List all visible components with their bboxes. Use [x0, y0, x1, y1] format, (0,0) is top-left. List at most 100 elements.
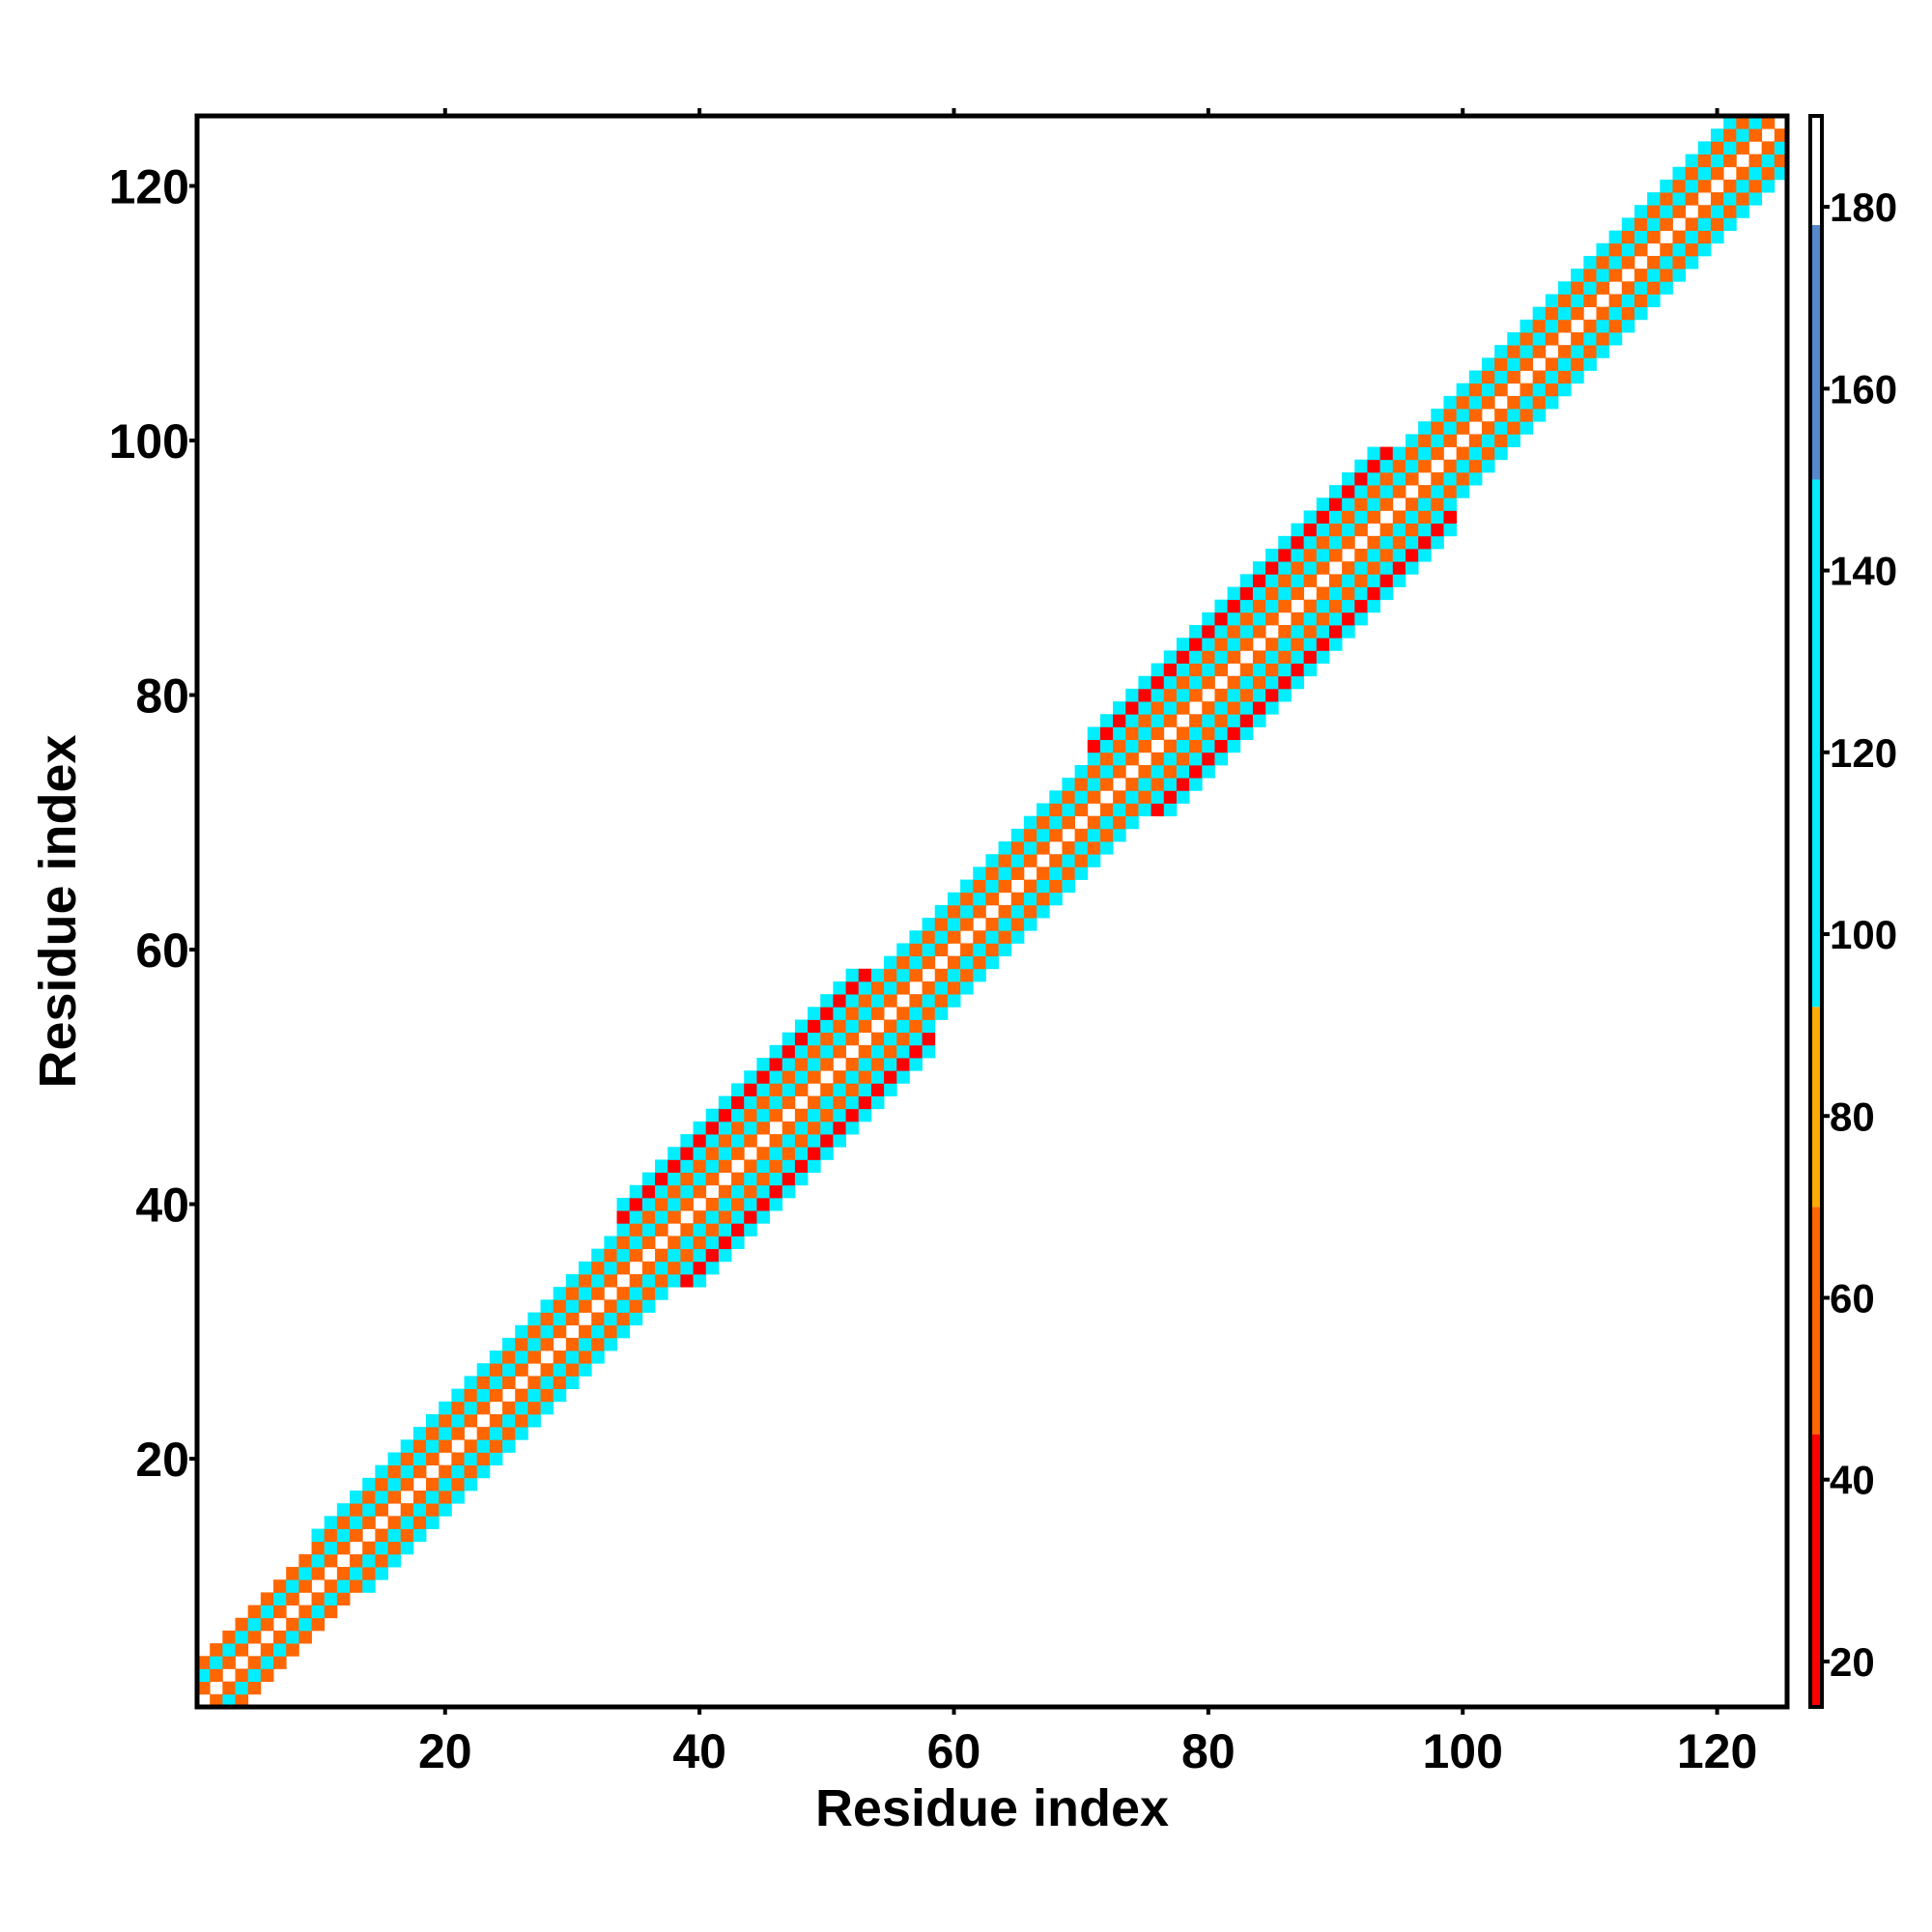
heatmap-cell [1367, 510, 1381, 525]
heatmap-cell [1468, 409, 1483, 422]
heatmap-cell [705, 1134, 720, 1148]
heatmap-cell [693, 1184, 707, 1199]
heatmap-cell [1151, 803, 1165, 817]
heatmap-cell [718, 1134, 732, 1148]
heatmap-cell [1748, 192, 1763, 206]
heatmap-cell [1710, 141, 1724, 155]
heatmap-cell [934, 980, 949, 995]
heatmap-cell [870, 980, 885, 995]
heatmap-cell [1710, 166, 1724, 181]
heatmap-cell [1660, 242, 1673, 257]
heatmap-cell [794, 1070, 809, 1084]
heatmap-cell [1532, 331, 1547, 346]
heatmap-cell [1214, 701, 1229, 715]
heatmap-cell [870, 1044, 885, 1059]
heatmap-cell [973, 879, 986, 894]
heatmap-cell [960, 955, 974, 970]
heatmap-cell [1520, 331, 1534, 346]
heatmap-cell [1431, 471, 1444, 486]
heatmap-cell [1138, 803, 1151, 817]
heatmap-cell [1621, 255, 1635, 270]
heatmap-cell [756, 1083, 770, 1096]
heatmap-cell [781, 1159, 796, 1173]
heatmap-cell [1418, 459, 1432, 473]
heatmap-cell [616, 1287, 631, 1300]
heatmap-cell [1151, 790, 1165, 804]
heatmap-cell [1239, 625, 1254, 639]
heatmap-cell [1456, 409, 1470, 422]
heatmap-cell [1303, 663, 1318, 677]
heatmap-cell [286, 1579, 299, 1593]
colorbar-tick-label: 120 [1830, 730, 1897, 776]
x-tick-label: 40 [672, 1724, 726, 1778]
heatmap-cell [744, 1083, 757, 1096]
heatmap-cell [1291, 574, 1305, 587]
heatmap-cell [1443, 497, 1458, 511]
heatmap-cell [1379, 459, 1394, 473]
heatmap-cell [1647, 294, 1661, 308]
heatmap-cell [1163, 675, 1178, 690]
heatmap-cell [311, 1567, 326, 1580]
heatmap-cell [1316, 638, 1330, 651]
heatmap-cell [1062, 815, 1075, 830]
heatmap-cell [1545, 395, 1559, 410]
heatmap-cell [1354, 586, 1368, 601]
heatmap-cell [412, 1491, 427, 1504]
heatmap-cell [1328, 485, 1343, 498]
heatmap-cell [1367, 485, 1381, 498]
heatmap-cell [820, 1019, 834, 1034]
heatmap-cell [1151, 663, 1165, 677]
heatmap-cell [1468, 446, 1483, 461]
heatmap-cell [210, 1668, 223, 1683]
heatmap-cell [540, 1312, 554, 1326]
heatmap-cell [718, 1095, 732, 1110]
heatmap-cell [1647, 269, 1661, 282]
heatmap-cell [1049, 828, 1063, 842]
heatmap-cell [870, 1070, 885, 1084]
heatmap-cell [1125, 688, 1139, 702]
heatmap-cell [273, 1592, 287, 1605]
heatmap-cell [324, 1579, 338, 1593]
heatmap-cell [718, 1197, 732, 1211]
heatmap-cell [668, 1274, 681, 1288]
heatmap-cell [845, 1007, 860, 1020]
heatmap-cell [858, 1058, 872, 1071]
heatmap-cell [845, 980, 860, 995]
heatmap-cell [1342, 523, 1355, 537]
heatmap-cell [1113, 790, 1126, 804]
heatmap-cell [565, 1363, 580, 1377]
heatmap-cell [1252, 714, 1266, 727]
heatmap-cell [1163, 688, 1178, 702]
heatmap-cell [985, 854, 999, 867]
heatmap-cell [412, 1503, 427, 1517]
heatmap-cell [744, 1134, 757, 1148]
heatmap-cell [324, 1592, 338, 1605]
heatmap-cell [1507, 421, 1520, 435]
heatmap-cell [1596, 319, 1610, 333]
heatmap-cell [1189, 739, 1203, 753]
heatmap-cell [1634, 242, 1648, 257]
heatmap-cell [756, 1070, 770, 1084]
heatmap-cell [553, 1299, 567, 1313]
heatmap-cell [1023, 841, 1037, 855]
heatmap-cell [1520, 409, 1534, 422]
heatmap-cell [1367, 446, 1381, 461]
heatmap-cell [1583, 255, 1597, 270]
heatmap-cell [1227, 714, 1241, 727]
heatmap-cell [451, 1491, 465, 1504]
heatmap-cell [794, 1044, 809, 1059]
heatmap-cell [1634, 230, 1648, 244]
heatmap-cell [1099, 803, 1114, 817]
heatmap-cell [1468, 383, 1483, 397]
heatmap-cell [1532, 409, 1547, 422]
heatmap-cell [286, 1630, 299, 1644]
heatmap-cell [934, 904, 949, 919]
heatmap-cell [1010, 904, 1025, 919]
heatmap-cell [604, 1299, 617, 1313]
heatmap-cell [1354, 523, 1368, 537]
heatmap-cell [286, 1617, 299, 1632]
heatmap-cell [1557, 383, 1572, 397]
heatmap-cell [731, 1184, 745, 1199]
heatmap-cell [1405, 535, 1419, 550]
heatmap-cell [1252, 688, 1266, 702]
